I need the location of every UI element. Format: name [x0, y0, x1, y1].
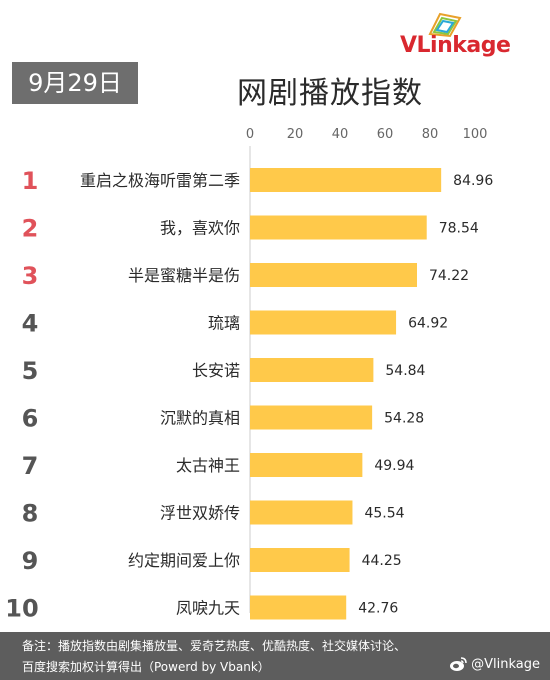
weibo-handle: @Vlinkage [471, 656, 540, 672]
bar [250, 405, 373, 430]
date-badge: 9月29日 [12, 62, 138, 104]
rank-number: 7 [22, 452, 39, 480]
rank-number: 8 [22, 500, 39, 528]
bar [250, 263, 417, 287]
footer-note-line-1: 备注：播放指数由剧集播放量、爱奇艺热度、优酷热度、社交媒体讨论、 [22, 639, 407, 653]
value-label: 74.22 [429, 268, 469, 284]
category-label: 琉璃 [208, 314, 240, 333]
logo-frames-icon [428, 12, 462, 38]
value-label: 44.25 [362, 553, 402, 569]
rank-number: 3 [22, 262, 39, 290]
category-label: 半是蜜糖半是伤 [128, 266, 240, 285]
value-label: 54.28 [384, 411, 424, 427]
value-label: 42.76 [358, 601, 398, 617]
x-tick-label: 20 [287, 127, 304, 142]
vlinkage-logo: VLinkage [400, 12, 530, 58]
footer-note: 备注：播放指数由剧集播放量、爱奇艺热度、优酷热度、社交媒体讨论、 百度搜索加权计… [0, 632, 550, 680]
value-label: 45.54 [364, 506, 404, 522]
bar [250, 595, 347, 620]
rank-number: 5 [22, 357, 39, 385]
rank-number: 2 [22, 215, 39, 243]
category-label: 约定期间爱上你 [128, 551, 240, 570]
weibo-icon [450, 657, 467, 671]
bar [250, 453, 363, 477]
x-tick-label: 60 [377, 127, 394, 142]
category-label: 我，喜欢你 [160, 219, 240, 238]
weibo-credit: @Vlinkage [449, 656, 540, 672]
bar [250, 500, 353, 525]
rank-number: 6 [22, 405, 39, 433]
rank-number: 1 [22, 167, 39, 195]
value-label: 84.96 [453, 173, 493, 189]
category-label: 凤唳九天 [176, 599, 240, 618]
bar [250, 310, 397, 335]
rank-number: 4 [22, 310, 39, 338]
x-tick-label: 40 [332, 127, 349, 142]
category-label: 沉默的真相 [160, 409, 240, 428]
rank-number: 9 [22, 547, 39, 575]
logo-wordmark: VLinkage [400, 33, 511, 58]
value-label: 78.54 [439, 221, 479, 237]
bar [250, 358, 374, 382]
value-label: 64.92 [408, 316, 448, 332]
category-label: 太古神王 [176, 456, 240, 475]
category-label: 重启之极海听雷第二季 [80, 171, 240, 190]
chart-title: 网剧播放指数 [237, 76, 423, 111]
rank-number: 10 [5, 595, 38, 623]
footer-note-line-2: 百度搜索加权计算得出（Powerd by Vbank） [22, 660, 270, 674]
bar-chart: 0 20 40 60 80 100 1 重启之极海听雷第二季 84.96 2 我，喜欢你 78.54 3… [5, 127, 493, 623]
x-tick-label: 100 [463, 127, 488, 142]
category-label: 浮世双娇传 [160, 504, 240, 523]
x-tick-label: 80 [422, 127, 439, 142]
bar [250, 548, 350, 572]
bar [250, 168, 442, 192]
category-label: 长安诺 [192, 361, 240, 380]
bar [250, 215, 427, 240]
value-label: 49.94 [374, 458, 414, 474]
value-label: 54.84 [385, 363, 425, 379]
x-tick-label: 0 [246, 127, 254, 142]
